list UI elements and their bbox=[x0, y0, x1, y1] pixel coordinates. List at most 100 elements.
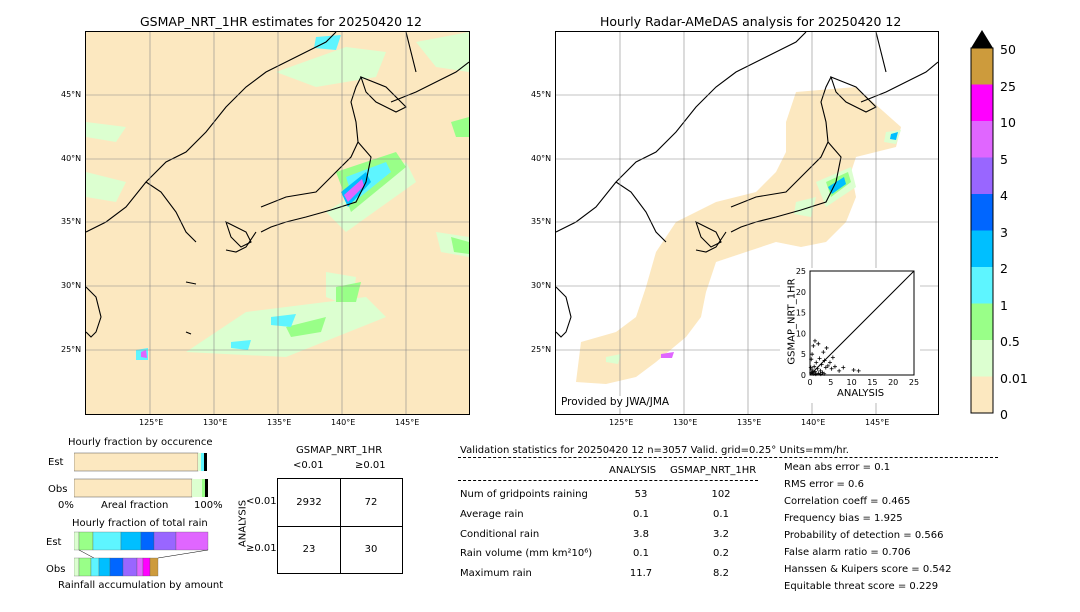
occurrence-title: Hourly fraction by occurence bbox=[68, 437, 213, 448]
scatter-point bbox=[832, 364, 837, 369]
contingency-row-ge: ≥0.01 bbox=[246, 543, 277, 554]
validation-divider bbox=[458, 457, 998, 458]
colorbar bbox=[970, 30, 994, 414]
total-rain-title: Hourly fraction of total rain bbox=[72, 518, 208, 529]
scatter-point bbox=[821, 350, 826, 355]
left-lat-30: 30°N bbox=[61, 281, 82, 290]
scatter-point bbox=[818, 372, 823, 377]
scatter-point bbox=[811, 343, 816, 348]
colorbar-swatch bbox=[971, 194, 993, 231]
left-map-title: GSMAP_NRT_1HR estimates for 20250420 12 bbox=[140, 14, 422, 29]
cb-label-50: 50 bbox=[1000, 42, 1016, 57]
stat-gsmap: 0.1 bbox=[713, 509, 729, 520]
left-lat-45: 45°N bbox=[61, 90, 82, 99]
stat-analysis: 11.7 bbox=[629, 568, 653, 579]
colorbar-swatch bbox=[971, 267, 993, 304]
occurrence-axis-mid: Areal fraction bbox=[101, 500, 169, 511]
scatter-ytick: 0 bbox=[801, 371, 806, 380]
cell-hit: 30 bbox=[364, 544, 378, 555]
scatter-ytick: 15 bbox=[796, 309, 806, 318]
scatter-point bbox=[837, 368, 842, 373]
left-map-svg bbox=[86, 32, 469, 414]
right-lon-125: 125°E bbox=[609, 418, 634, 427]
left-lat-40: 40°N bbox=[61, 154, 82, 163]
left-lon-140: 140°E bbox=[331, 418, 356, 427]
right-lat-30: 30°N bbox=[531, 281, 552, 290]
scatter-point bbox=[830, 355, 835, 360]
data-credit: Provided by JWA/JMA bbox=[561, 396, 670, 408]
colorbar-swatch bbox=[971, 84, 993, 121]
cell-hits-none: 2932 bbox=[296, 497, 322, 508]
scatter-point bbox=[818, 368, 823, 373]
cell-false-alarm: 72 bbox=[364, 497, 378, 508]
scatter-xtick: 5 bbox=[828, 378, 833, 387]
occurrence-axis-right: 100% bbox=[194, 500, 223, 511]
scatter-point bbox=[816, 371, 821, 376]
right-lon-145: 145°E bbox=[865, 418, 890, 427]
score-pod: Probability of detection = 0.566 bbox=[784, 530, 944, 541]
colorbar-extend-arrow bbox=[971, 30, 993, 48]
score-rmse: RMS error = 0.6 bbox=[784, 479, 864, 490]
scatter-ytick: 25 bbox=[796, 268, 806, 276]
total-rain-footer: Rainfall accumulation by amount bbox=[58, 580, 224, 591]
stat-label: Maximum rain bbox=[460, 568, 532, 579]
score-far: False alarm ratio = 0.706 bbox=[784, 547, 911, 558]
cell-miss: 23 bbox=[302, 544, 316, 555]
cb-label-3: 3 bbox=[1000, 225, 1008, 240]
right-peak-rain bbox=[661, 352, 674, 358]
scatter-point bbox=[810, 352, 815, 357]
occurrence-bars bbox=[74, 452, 208, 498]
right-lon-130: 130°E bbox=[673, 418, 698, 427]
right-lat-35: 35°N bbox=[531, 217, 552, 226]
scatter-ytick: 20 bbox=[796, 288, 806, 297]
occurrence-est-moderate bbox=[201, 453, 204, 471]
contingency-col-ge: ≥0.01 bbox=[355, 460, 386, 471]
left-lon-130: 130°E bbox=[203, 418, 228, 427]
scatter-point bbox=[814, 360, 819, 365]
occurrence-obs-label: Obs bbox=[48, 484, 68, 495]
scatter-ytick: 5 bbox=[801, 350, 806, 359]
scatter-point bbox=[810, 368, 815, 373]
scatter-point bbox=[827, 360, 832, 365]
right-lon-140: 140°E bbox=[801, 418, 826, 427]
stat-label: Rain volume (mm km²10⁶) bbox=[460, 548, 593, 559]
occurrence-obs-moderate bbox=[202, 479, 205, 497]
left-map bbox=[85, 31, 470, 415]
right-lon-135: 135°E bbox=[737, 418, 762, 427]
scatter-ylabel: GSMAP_NRT_1HR bbox=[786, 278, 798, 365]
colorbar-swatch bbox=[971, 157, 993, 194]
score-hk: Hanssen & Kuipers score = 0.542 bbox=[784, 564, 952, 575]
colorbar-swatch bbox=[971, 376, 993, 413]
score-bias: Frequency bias = 1.925 bbox=[784, 513, 903, 524]
stat-gsmap: 3.2 bbox=[713, 529, 729, 540]
stat-label: Average rain bbox=[460, 509, 524, 520]
occurrence-est-light bbox=[198, 453, 201, 471]
occurrence-est-label: Est bbox=[48, 457, 64, 468]
contingency-row-lt: <0.01 bbox=[246, 496, 277, 507]
occurrence-axis-left: 0% bbox=[58, 500, 74, 511]
score-corr: Correlation coeff = 0.465 bbox=[784, 496, 911, 507]
right-lat-45: 45°N bbox=[531, 90, 552, 99]
total-rain-obs-label: Obs bbox=[46, 564, 66, 575]
right-lat-25: 25°N bbox=[531, 345, 552, 354]
scatter-xtick: 15 bbox=[867, 378, 877, 387]
total-rain-est-label: Est bbox=[46, 537, 62, 548]
scatter-xtick: 25 bbox=[909, 378, 919, 387]
validation-col-gsmap: GSMAP_NRT_1HR bbox=[670, 465, 757, 476]
scatter-point bbox=[841, 365, 846, 370]
colorbar-frame bbox=[970, 47, 994, 414]
stat-gsmap: 8.2 bbox=[713, 568, 729, 579]
coastlines bbox=[86, 32, 469, 338]
stat-analysis: 53 bbox=[634, 489, 648, 500]
occurrence-obs-dry bbox=[74, 478, 193, 498]
radar-coverage-area bbox=[576, 87, 901, 384]
scatter-point bbox=[819, 362, 824, 367]
scatter-xtick: 20 bbox=[888, 378, 898, 387]
cb-label-10: 10 bbox=[1000, 115, 1016, 130]
scatter-xtick: 0 bbox=[807, 378, 812, 387]
scatter-point bbox=[856, 368, 861, 373]
right-heavy-rain-ne bbox=[890, 132, 898, 140]
scatter-point bbox=[815, 366, 820, 371]
stat-analysis: 0.1 bbox=[633, 509, 649, 520]
right-coastlines bbox=[556, 32, 938, 338]
